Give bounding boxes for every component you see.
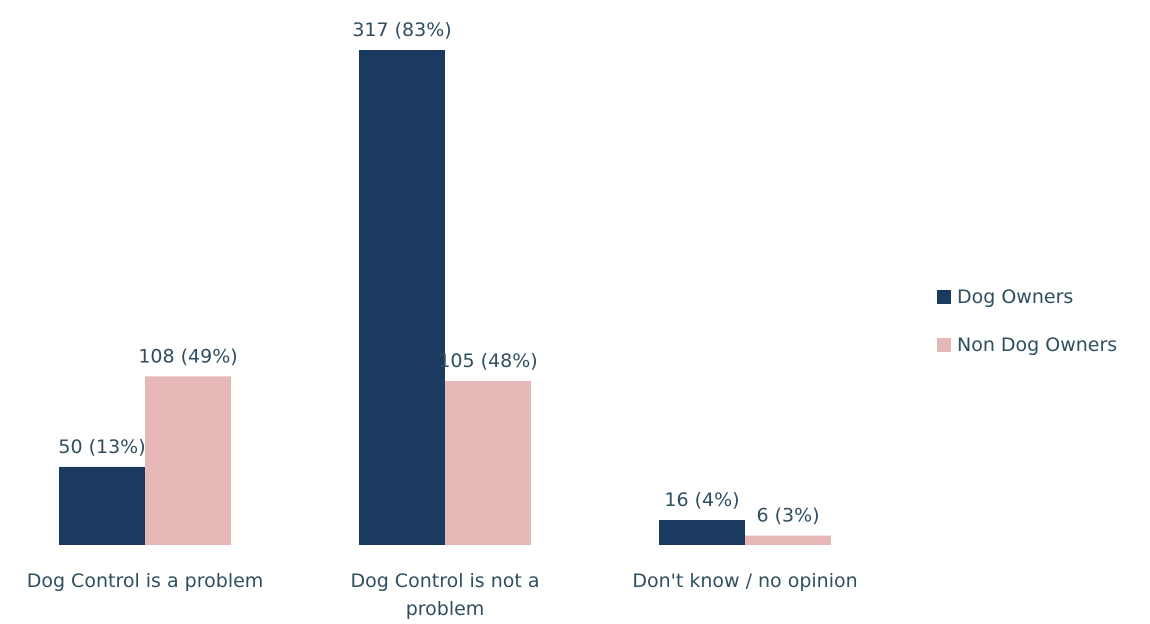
- data-label-non-dog-owners-3: 6 (3%): [756, 505, 819, 527]
- category-label-2: Dog Control is not a problem: [350, 570, 539, 620]
- bar-non-dog-owners-3: [745, 535, 831, 545]
- legend-swatch-non-dog-owners: [937, 338, 951, 352]
- legend: Dog Owners Non Dog Owners: [937, 273, 1117, 369]
- legend-label-dog-owners: Dog Owners: [957, 286, 1074, 308]
- category-label-1: Dog Control is a problem: [27, 570, 264, 592]
- legend-item-non-dog-owners: Non Dog Owners: [937, 321, 1117, 369]
- legend-label-non-dog-owners: Non Dog Owners: [957, 334, 1118, 356]
- data-label-dog-owners-2: 317 (83%): [352, 19, 451, 41]
- category-label-3: Don't know / no opinion: [632, 570, 857, 592]
- bar-non-dog-owners-2: [445, 381, 531, 545]
- data-label-non-dog-owners-2: 105 (48%): [438, 350, 537, 372]
- legend-swatch-dog-owners: [937, 290, 951, 304]
- bar-dog-owners-2: [359, 50, 445, 545]
- bar-dog-owners-3: [659, 520, 745, 545]
- data-label-non-dog-owners-1: 108 (49%): [138, 345, 237, 367]
- data-label-dog-owners-3: 16 (4%): [664, 489, 739, 511]
- legend-item-dog-owners: Dog Owners: [937, 273, 1117, 321]
- bar-non-dog-owners-1: [145, 376, 231, 545]
- data-label-dog-owners-1: 50 (13%): [58, 436, 145, 458]
- bar-dog-owners-1: [59, 466, 145, 545]
